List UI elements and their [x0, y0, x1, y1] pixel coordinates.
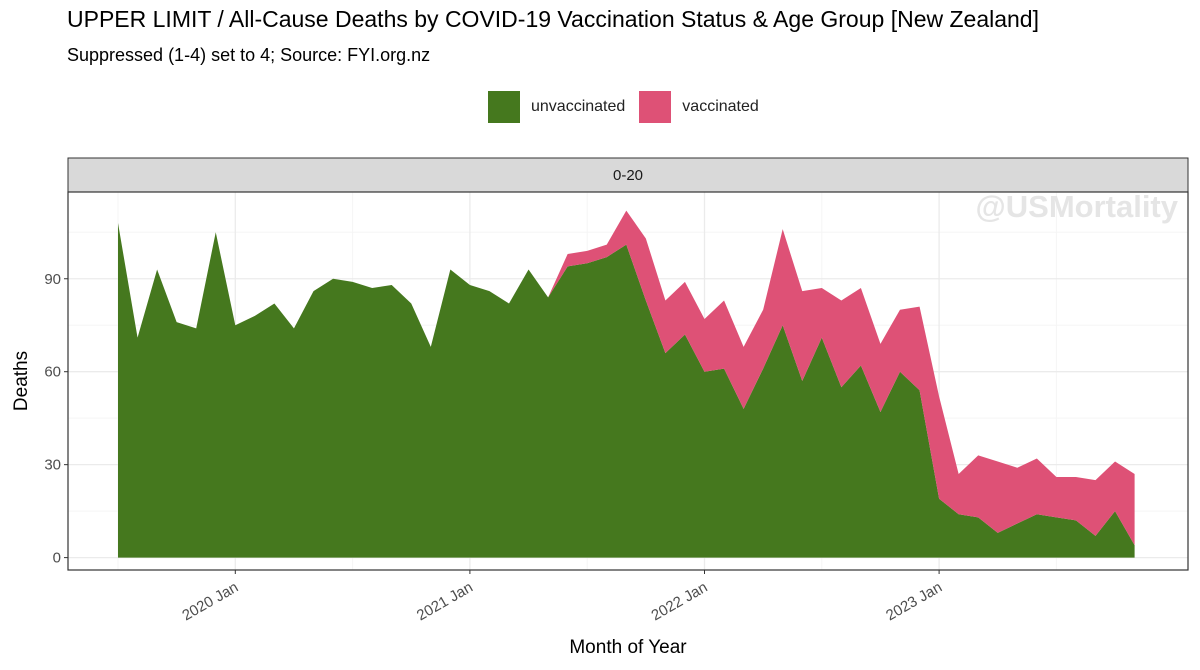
- legend-item-vaccinated: vaccinated: [639, 91, 759, 123]
- y-tick-label: 90: [44, 271, 61, 288]
- x-tick-label: 2022 Jan: [649, 579, 711, 625]
- legend-key-vaccinated: [639, 91, 672, 123]
- x-tick-label: 2021 Jan: [414, 579, 476, 625]
- legend-label-vaccinated: vaccinated: [682, 98, 759, 115]
- x-tick-label: 2020 Jan: [179, 579, 241, 625]
- area-vaccinated: [118, 210, 1135, 546]
- panel-frame: [67, 191, 1189, 571]
- y-tick-label: 0: [53, 550, 61, 567]
- areas: [118, 210, 1135, 558]
- facet-strip-label: 0-20: [613, 167, 643, 184]
- facet-strip-box: [67, 157, 1189, 193]
- legend: unvaccinated vaccinated: [488, 90, 773, 124]
- watermark: @USMortality: [976, 189, 1179, 224]
- panel-border: [67, 191, 1189, 571]
- legend-item-unvaccinated: unvaccinated: [488, 91, 625, 123]
- chart-subtitle: Suppressed (1-4) set to 4; Source: FYI.o…: [67, 45, 431, 65]
- x-tick-label: 2023 Jan: [883, 579, 945, 625]
- y-tick-label: 60: [44, 364, 61, 381]
- legend-key-unvaccinated: [488, 91, 520, 123]
- area-unvaccinated: [118, 222, 1135, 558]
- y-axis-label: Deaths: [11, 351, 32, 411]
- y-tick-label: 30: [44, 457, 61, 474]
- x-axis-label: Month of Year: [569, 637, 687, 658]
- chart-title: UPPER LIMIT / All-Cause Deaths by COVID-…: [67, 6, 1039, 32]
- facet-strip: 0-20: [67, 157, 1189, 193]
- legend-label-unvaccinated: unvaccinated: [531, 98, 626, 115]
